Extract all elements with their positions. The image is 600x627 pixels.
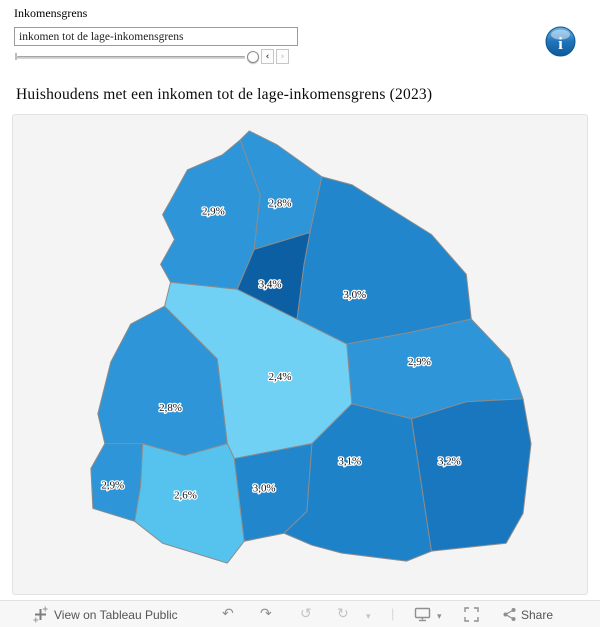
region-value-label: 2,9% [101,479,124,491]
view-on-tableau-public-link[interactable]: View on Tableau Public [54,608,178,622]
share-button[interactable]: Share [521,608,554,622]
pause-caret-icon[interactable]: ▾ [366,612,371,622]
toolbar-separator: | [391,606,395,621]
undo-icon[interactable]: ↶ [222,606,234,622]
map-region[interactable] [134,443,245,564]
info-button[interactable]: i [545,26,576,57]
region-value-label: 2,9% [202,206,225,218]
redo-icon[interactable]: ↷ [260,606,272,622]
parameter-value-input[interactable] [14,27,298,46]
parameter-prev-button[interactable]: ‹ [261,49,274,64]
region-value-label: 3,4% [259,278,282,290]
refresh-icon[interactable]: ↻ [337,606,349,622]
revert-icon[interactable]: ↺ [300,606,312,622]
parameter-slider-track[interactable] [17,56,245,59]
info-icon: i [545,26,576,57]
download-caret-icon[interactable]: ▾ [437,612,442,622]
region-value-label: 2,9% [408,356,431,368]
share-icon[interactable] [502,607,517,627]
tableau-logo-icon[interactable] [32,606,49,627]
region-value-label: 3,2% [438,456,461,468]
region-value-label: 3,0% [343,289,366,301]
parameter-next-button[interactable]: › [276,49,289,64]
map-panel: 2,9% 2,8% 3,4% 3,0% 2,9% 2,8% 2,4% 2,9% … [12,114,588,595]
region-value-label: 2,8% [159,402,182,414]
region-value-label: 2,8% [269,198,292,210]
slider-min-tick [15,53,17,60]
map-region[interactable] [411,398,532,552]
download-icon[interactable] [414,607,432,627]
dashboard-title: Huishoudens met een inkomen tot de lage-… [16,86,433,103]
tableau-toolbar: View on Tableau Public ↶ ↷ ↺ ↻ ▾ | ▾ [0,600,600,627]
region-value-label: 2,6% [174,489,197,501]
map-region[interactable] [236,232,311,320]
region-value-label: 3,1% [338,456,361,468]
fullscreen-icon[interactable] [464,607,479,627]
region-value-label: 2,4% [269,371,292,383]
parameter-slider-handle[interactable] [247,51,259,63]
map-region[interactable] [296,176,472,345]
parameter-title: Inkomensgrens [14,6,88,20]
region-value-label: 3,0% [253,482,276,494]
svg-text:i: i [558,34,563,53]
choropleth-map: 2,9% 2,8% 3,4% 3,0% 2,9% 2,8% 2,4% 2,9% … [90,130,532,564]
